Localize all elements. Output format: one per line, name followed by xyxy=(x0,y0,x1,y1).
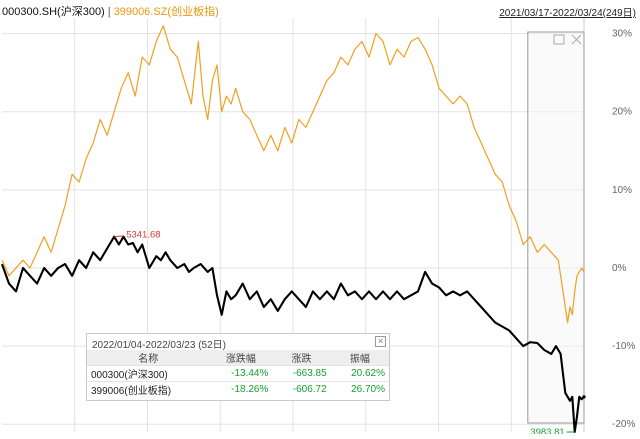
series-line-2 xyxy=(1,25,585,324)
series2-label[interactable]: 399006.SZ(创业板指) xyxy=(113,6,219,18)
high-label-leader xyxy=(114,235,125,238)
row-chg: -606.72 xyxy=(272,381,331,397)
close-icon[interactable]: × xyxy=(375,336,386,347)
selection-region xyxy=(527,31,585,424)
table-row[interactable]: 399006(创业板指) -18.26% -606.72 26.70% xyxy=(87,381,389,397)
row-pct: -18.26% xyxy=(209,381,273,397)
low-label: 3983.81 xyxy=(530,427,564,434)
table-row[interactable]: 000300(沪深300) -13.44% -663.85 20.62% xyxy=(87,365,389,382)
close-icon xyxy=(571,34,582,45)
stats-panel: 2022/01/04-2022/03/23 (52日) × 名称 涨跌幅 涨跌 … xyxy=(86,333,390,401)
column-header-chg: 涨跌 xyxy=(272,350,331,366)
y-tick-label: 30% xyxy=(612,29,632,40)
chart-header: 000300.SH(沪深300) | 399006.SZ(创业板指) xyxy=(2,3,219,19)
row-amp: 26.70% xyxy=(330,381,389,397)
series-end-point xyxy=(582,395,586,399)
stats-table: 名称 涨跌幅 涨跌 振幅 000300(沪深300) -13.44% -663.… xyxy=(87,350,389,397)
y-tick-label: 20% xyxy=(612,107,632,118)
column-header-pct: 涨跌幅 xyxy=(209,350,273,366)
series-line-1 xyxy=(1,235,585,434)
row-amp: 20.62% xyxy=(330,365,389,382)
stats-panel-title: 2022/01/04-2022/03/23 (52日) xyxy=(92,340,226,351)
column-header-amp: 振幅 xyxy=(330,350,389,366)
column-header-name: 名称 xyxy=(87,350,210,366)
series1-label[interactable]: 000300.SH(沪深300) xyxy=(2,6,105,18)
y-tick-label: -10% xyxy=(612,341,635,352)
row-chg: -663.85 xyxy=(272,365,331,382)
y-tick-label: -20% xyxy=(612,419,635,430)
maximize-icon xyxy=(553,34,565,45)
row-pct: -13.44% xyxy=(209,365,273,382)
date-range-label[interactable]: 2021/03/17-2022/03/24(249日) xyxy=(499,8,636,19)
row-name: 000300(沪深300) xyxy=(87,365,210,382)
y-tick-label: 0% xyxy=(612,263,627,274)
high-label: 5341.68 xyxy=(126,230,160,241)
stats-header-row: 名称 涨跌幅 涨跌 振幅 xyxy=(87,350,389,366)
row-name: 399006(创业板指) xyxy=(87,381,210,397)
y-tick-label: 10% xyxy=(612,185,632,196)
header-separator: | xyxy=(107,6,111,18)
